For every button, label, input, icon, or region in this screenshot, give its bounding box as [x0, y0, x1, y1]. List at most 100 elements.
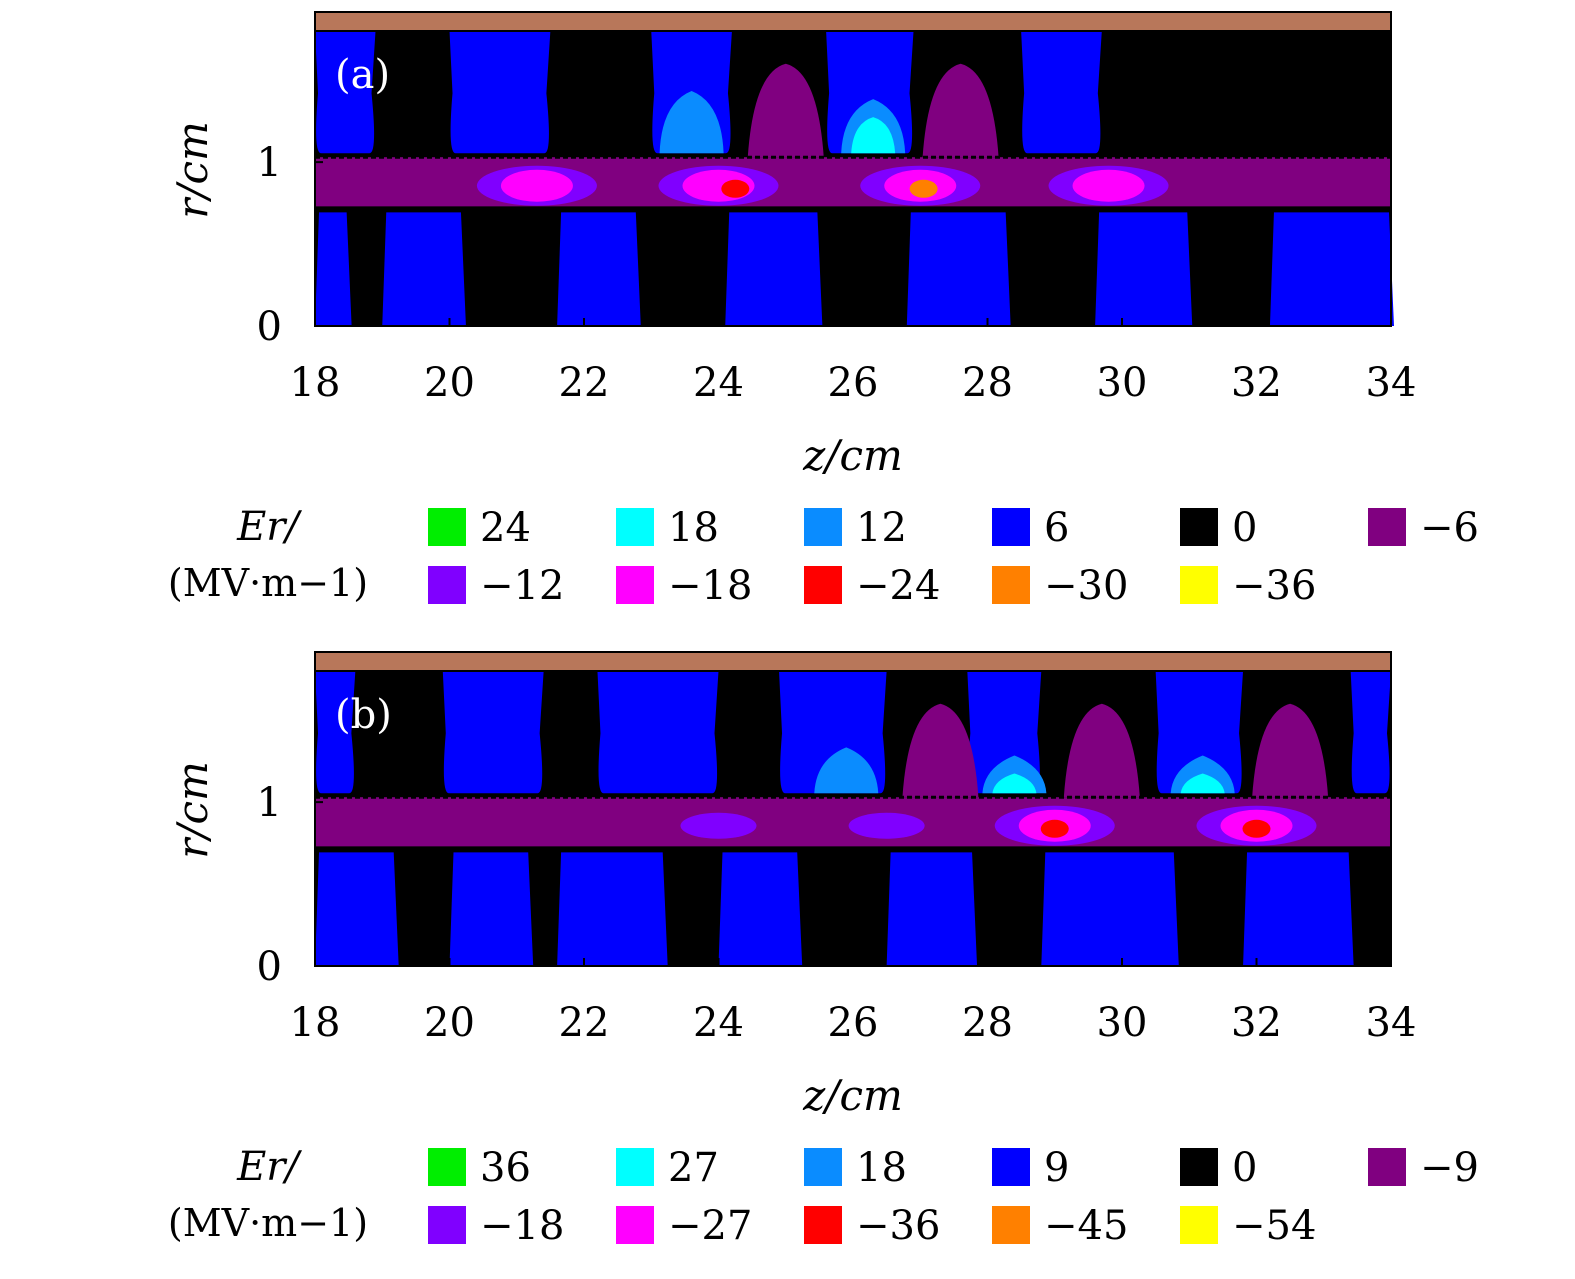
chart-b-x-tick-label-6: 30: [1097, 1000, 1148, 1046]
chart-a-legend-swatch-3: [992, 508, 1030, 546]
chart-b-lower-band-5: [1041, 852, 1179, 966]
chart-b-x-tick-label-3: 24: [693, 1000, 744, 1046]
chart-a-lower-band-1: [382, 212, 466, 326]
chart-b-outer-wall: [314, 651, 1392, 672]
chart-b-legend-swatch-7: [616, 1206, 654, 1244]
chart-b-panel-label: (b): [335, 692, 392, 738]
chart-a-legend-swatch-9: [992, 566, 1030, 604]
chart-b-legend-label-4: 0: [1232, 1145, 1257, 1191]
chart-b-beam-hotspot-5: [1242, 819, 1271, 838]
chart-b-x-tick-label-4: 26: [828, 1000, 879, 1046]
chart-b-lower-band-1: [449, 852, 534, 966]
chart-a-legend-swatch-0: [428, 508, 466, 546]
chart-b-legend-label-6: −18: [480, 1203, 564, 1249]
chart-a-y-tick-label-1: 1: [257, 140, 282, 186]
chart-a-legend-label-7: −18: [668, 563, 752, 609]
chart-a-legend-label-0: 24: [480, 505, 531, 551]
chart-a-beam-hotspot-0: [500, 169, 573, 202]
chart-a-upper-band-4: [1021, 31, 1102, 154]
chart-b-upper-band-5: [1155, 671, 1244, 794]
chart-a-legend-label-5: −6: [1420, 505, 1479, 551]
chart-b-lower-band-6: [1243, 852, 1354, 966]
chart-b-upper-lobe-1: [1063, 703, 1140, 798]
chart-a-x-tick-label-8: 34: [1366, 360, 1417, 406]
chart-b-legend-swatch-8: [804, 1206, 842, 1244]
chart-b-legend-title-line1: Er/: [236, 1144, 302, 1190]
chart-a-legend-swatch-6: [428, 566, 466, 604]
chart-a-upper-lobe-1: [922, 63, 999, 158]
chart-a-beam-hotspot-5: [1072, 169, 1145, 202]
chart-b-x-tick-label-7: 32: [1231, 1000, 1282, 1046]
chart-a-lower-band-4: [906, 212, 1011, 326]
chart-a-upper-band-0: [315, 31, 376, 154]
chart-a-legend-label-2: 12: [856, 505, 907, 551]
chart-b-y-tick-label-1: 1: [257, 780, 282, 826]
chart-a-beam-hotspot-4: [909, 179, 938, 198]
chart-a-legend-label-6: −12: [480, 563, 564, 609]
chart-a-upper-band-1: [449, 31, 551, 154]
chart-a-legend-label-3: 6: [1044, 505, 1069, 551]
chart-a-x-tick-label-7: 32: [1231, 360, 1282, 406]
chart-panel-a: (a) 18 20 22 24 26 28 30 32 34 0 1 z/cm r/cm Er/ (MV·m−…: [0, 0, 1575, 635]
chart-b-upper-band-2: [597, 671, 719, 794]
chart-b-x-tick-label-2: 22: [559, 1000, 610, 1046]
chart-b-legend-label-10: −54: [1232, 1203, 1316, 1249]
chart-a-lower-band-5: [1095, 212, 1193, 326]
chart-b-lower-band-2: [557, 852, 668, 966]
chart-b-legend-swatch-1: [616, 1148, 654, 1186]
chart-a-legend-label-10: −36: [1232, 563, 1316, 609]
chart-a-outer-wall: [314, 11, 1392, 32]
chart-b-upper-hotspot-core-1: [992, 773, 1037, 794]
chart-a-legend-label-8: −24: [856, 563, 940, 609]
chart-a-x-tick-label-4: 26: [828, 360, 879, 406]
chart-a-legend-title-line1: Er/: [236, 504, 302, 550]
chart-a-legend-swatch-1: [616, 508, 654, 546]
chart-b-lower-band-3: [718, 852, 803, 966]
chart-panel-b: (b) 18 20 22 24 26 28 30 32 34 0 1 z/cm r/cm Er/ (MV·m−…: [0, 640, 1575, 1275]
chart-b-legend-swatch-10: [1180, 1206, 1218, 1244]
chart-a-legend-label-4: 0: [1232, 505, 1257, 551]
chart-a-x-tick-label-1: 20: [424, 360, 475, 406]
chart-b-upper-lobe-0: [902, 703, 979, 798]
chart-a-x-tick-label-6: 30: [1097, 360, 1148, 406]
chart-b-svg: (b) 18 20 22 24 26 28 30 32 34 0 1 z/cm r/cm Er/ (MV·m−…: [168, 651, 1479, 1249]
chart-b-x-tick-label-0: 18: [290, 1000, 341, 1046]
chart-a-legend-swatch-5: [1368, 508, 1406, 546]
chart-b-legend-swatch-4: [1180, 1148, 1218, 1186]
chart-a-lower-band-3: [725, 212, 823, 326]
chart-b-upper-band-1: [442, 671, 544, 794]
chart-b-x-tick-label-8: 34: [1366, 1000, 1417, 1046]
chart-a-x-axis-label: z/cm: [802, 431, 903, 480]
chart-a-x-tick-label-3: 24: [693, 360, 744, 406]
chart-b-y-axis-label: r/cm: [168, 761, 217, 859]
chart-b-upper-hotspot-0: [814, 747, 879, 794]
chart-b-legend-label-9: −45: [1044, 1203, 1128, 1249]
chart-a-legend-swatch-7: [616, 566, 654, 604]
chart-b-legend-swatch-2: [804, 1148, 842, 1186]
chart-a-upper-lobe-0: [747, 63, 824, 158]
chart-b-upper-hotspot-core-2: [1180, 773, 1225, 794]
chart-b-legend-swatch-3: [992, 1148, 1030, 1186]
chart-a-legend-label-9: −30: [1044, 563, 1128, 609]
chart-b-legend-swatch-9: [992, 1206, 1030, 1244]
chart-b-legend-swatch-0: [428, 1148, 466, 1186]
chart-b-beam-hotspot-1: [872, 816, 901, 835]
chart-a-upper-hotspot-0: [659, 90, 724, 154]
chart-b-upper-lobe-2: [1252, 703, 1329, 798]
chart-a-legend-title-line2: (MV·m−1): [168, 561, 368, 605]
chart-b-upper-band-6: [1350, 671, 1391, 794]
chart-b-legend-label-1: 27: [668, 1145, 719, 1191]
chart-b-legend-label-7: −27: [668, 1203, 752, 1249]
chart-a-upper-hotspot-core-1: [851, 117, 896, 154]
chart-b-upper-band-0: [315, 671, 356, 794]
chart-a-lower-band-6: [1269, 212, 1394, 326]
chart-b-x-axis-label: z/cm: [802, 1071, 903, 1120]
chart-b-lower-band-4: [886, 852, 978, 966]
chart-b-legend-label-5: −9: [1420, 1145, 1479, 1191]
chart-a-legend-swatch-2: [804, 508, 842, 546]
chart-a-y-tick-label-0: 0: [257, 304, 282, 350]
chart-a-lower-band-2: [557, 212, 641, 326]
chart-a-legend-label-1: 18: [668, 505, 719, 551]
chart-b-beam-hotspot-3: [1040, 819, 1069, 838]
chart-b-y-tick-label-0: 0: [257, 944, 282, 990]
